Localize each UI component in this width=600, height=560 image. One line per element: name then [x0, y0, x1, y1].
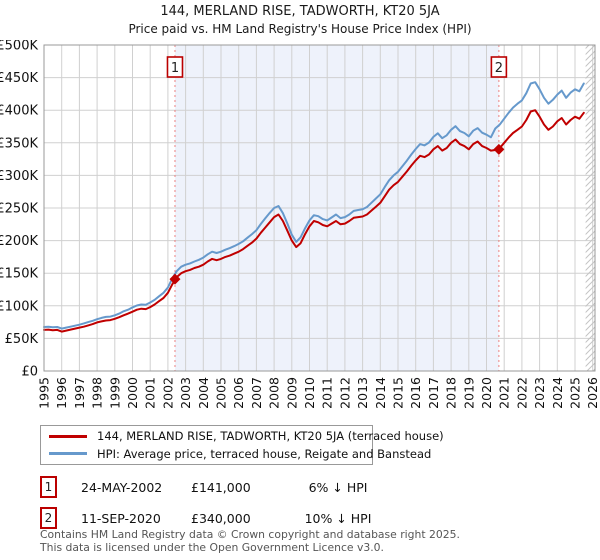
- price-chart: 1 2 £0 £50K £100K £150K £200K £250K £300K £350K £4…: [0, 39, 600, 409]
- sale-flag-2: [490, 56, 508, 78]
- x-tick-label: 2006: [231, 377, 246, 409]
- license-line-2: This data is licensed under the Open Gov…: [40, 540, 384, 554]
- y-tick-label: £150K: [0, 267, 38, 282]
- x-tick-label: 2014: [373, 377, 388, 409]
- sale-2-hpi-diff: 10% ↓ HPI: [304, 510, 372, 526]
- x-tick-label: 2023: [532, 377, 547, 409]
- legend-swatch-price-paid: [49, 434, 87, 438]
- page-title: 144, MERLAND RISE, TADWORTH, KT20 5JA: [160, 4, 440, 19]
- x-tick-label: 2026: [585, 377, 600, 409]
- x-tick-label: 2012: [337, 377, 352, 409]
- x-tick-label: 2016: [408, 377, 423, 409]
- x-tick-label: 1997: [72, 377, 87, 409]
- page-subtitle: Price paid vs. HM Land Registry's House …: [128, 22, 472, 36]
- x-tick-label: 2021: [497, 377, 512, 409]
- x-tick-label: 2010: [302, 377, 317, 409]
- x-tick-label: 2022: [514, 377, 529, 409]
- license-line-1: Contains HM Land Registry data © Crown c…: [40, 528, 460, 541]
- x-tick-label: 2002: [160, 377, 175, 409]
- license-footer: Contains HM Land Registry data © Crown c…: [40, 528, 460, 554]
- sale-flag-label-1: 1: [171, 61, 179, 76]
- x-tick-label: 2005: [213, 377, 228, 409]
- hpi-line: [43, 81, 585, 330]
- x-tick-label: 2008: [267, 377, 282, 409]
- sale-marker-2-badge: 2: [40, 507, 57, 529]
- x-tick-label: 2003: [178, 377, 193, 409]
- chart-legend: 144, MERLAND RISE, TADWORTH, KT20 5JA (t…: [40, 425, 444, 465]
- future-hatch-region: [585, 45, 595, 371]
- y-tick-label: £500K: [0, 40, 38, 54]
- sale-annotation-row-2: 2 11-SEP-2020 £340,000 10% ↓ HPI: [40, 507, 393, 529]
- x-tick-label: 2004: [196, 377, 211, 409]
- sale-flag-1: [166, 56, 184, 78]
- x-tick-label: 1998: [90, 377, 105, 409]
- legend-item-price-paid: 144, MERLAND RISE, TADWORTH, KT20 5JA (t…: [41, 428, 444, 444]
- y-tick-label: £300K: [0, 169, 38, 184]
- x-tick-label: 2013: [355, 377, 370, 409]
- y-tick-label: £350K: [0, 136, 38, 151]
- y-tick-label: £100K: [0, 299, 38, 314]
- sale-annotation-row-1: 1 24-MAY-2002 £141,000 6% ↓ HPI: [40, 476, 393, 498]
- legend-item-hpi: HPI: Average price, terraced house, Reig…: [41, 446, 431, 462]
- x-tick-label: 2009: [284, 377, 299, 409]
- x-tick-label: 2007: [249, 377, 264, 409]
- x-tick-label: 2001: [143, 377, 158, 409]
- x-tick-label: 2011: [320, 377, 335, 409]
- sale-marker-1-badge: 1: [40, 476, 57, 498]
- sale-1-price: £141,000: [191, 479, 251, 495]
- x-tick-label: 2015: [390, 377, 405, 409]
- plot-border: [43, 44, 596, 372]
- y-tick-label: £400K: [0, 104, 38, 119]
- x-tick-label: 2018: [444, 377, 459, 409]
- sale-2-date: 11-SEP-2020: [81, 510, 161, 526]
- x-tick-label: 2020: [479, 377, 494, 409]
- legend-label: HPI: Average price, terraced house, Reig…: [97, 446, 432, 461]
- y-tick-label: £50K: [5, 332, 39, 347]
- price-paid-line: [43, 109, 585, 333]
- x-tick-label: 2025: [567, 377, 582, 409]
- x-tick-label: 2019: [461, 377, 476, 409]
- x-tick-label: 2000: [125, 377, 140, 409]
- y-tick-label: £0: [21, 365, 38, 380]
- sale-flag-label-2: 2: [495, 61, 503, 76]
- y-tick-label: £200K: [0, 234, 38, 249]
- x-tick-label: 1995: [37, 377, 52, 409]
- x-tick-label: 2024: [550, 377, 565, 409]
- y-tick-label: £250K: [0, 202, 38, 217]
- x-tick-label: 1999: [107, 377, 122, 409]
- x-tick-label: 2017: [426, 377, 441, 409]
- sale-point-1: [169, 273, 181, 285]
- sale-1-hpi-diff: 6% ↓ HPI: [308, 479, 368, 495]
- x-tick-label: 1996: [54, 377, 69, 409]
- y-tick-label: £450K: [0, 71, 38, 86]
- sale-point-2: [493, 143, 505, 155]
- sale-1-date: 24-MAY-2002: [81, 479, 163, 495]
- chart-area: 1 2 £0 £50K £100K £150K £200K £250K £300K £350K £4…: [0, 39, 600, 434]
- sale-2-price: £340,000: [191, 510, 251, 526]
- legend-swatch-hpi: [49, 452, 87, 456]
- legend-label: 144, MERLAND RISE, TADWORTH, KT20 5JA (t…: [97, 429, 444, 444]
